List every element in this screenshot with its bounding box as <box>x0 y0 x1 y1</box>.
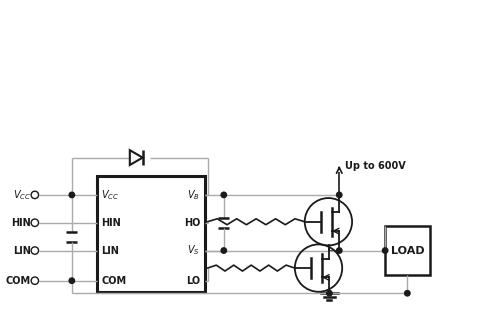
Text: LIN: LIN <box>102 246 119 255</box>
Circle shape <box>336 248 342 253</box>
Bar <box>96 176 205 292</box>
Circle shape <box>69 278 74 283</box>
Text: HIN: HIN <box>102 218 121 228</box>
Circle shape <box>404 290 410 296</box>
Circle shape <box>221 192 226 198</box>
Text: $V_{CC}$: $V_{CC}$ <box>13 188 31 202</box>
Circle shape <box>69 192 74 198</box>
Text: LO: LO <box>186 276 200 286</box>
Circle shape <box>382 248 388 253</box>
Text: COM: COM <box>102 276 126 286</box>
Text: COM: COM <box>6 276 31 286</box>
Text: LOAD: LOAD <box>390 246 424 255</box>
Bar <box>385 226 430 275</box>
Text: $V_{CC}$: $V_{CC}$ <box>102 188 119 202</box>
Text: $V_S$: $V_S$ <box>188 244 200 257</box>
Circle shape <box>221 248 226 253</box>
Text: $V_B$: $V_B$ <box>187 188 200 202</box>
Circle shape <box>336 192 342 198</box>
Text: Up to 600V: Up to 600V <box>345 161 406 171</box>
Text: LIN: LIN <box>13 246 31 255</box>
Polygon shape <box>130 150 142 165</box>
Text: HIN: HIN <box>11 218 31 228</box>
Circle shape <box>326 290 332 296</box>
Text: HO: HO <box>184 218 200 228</box>
